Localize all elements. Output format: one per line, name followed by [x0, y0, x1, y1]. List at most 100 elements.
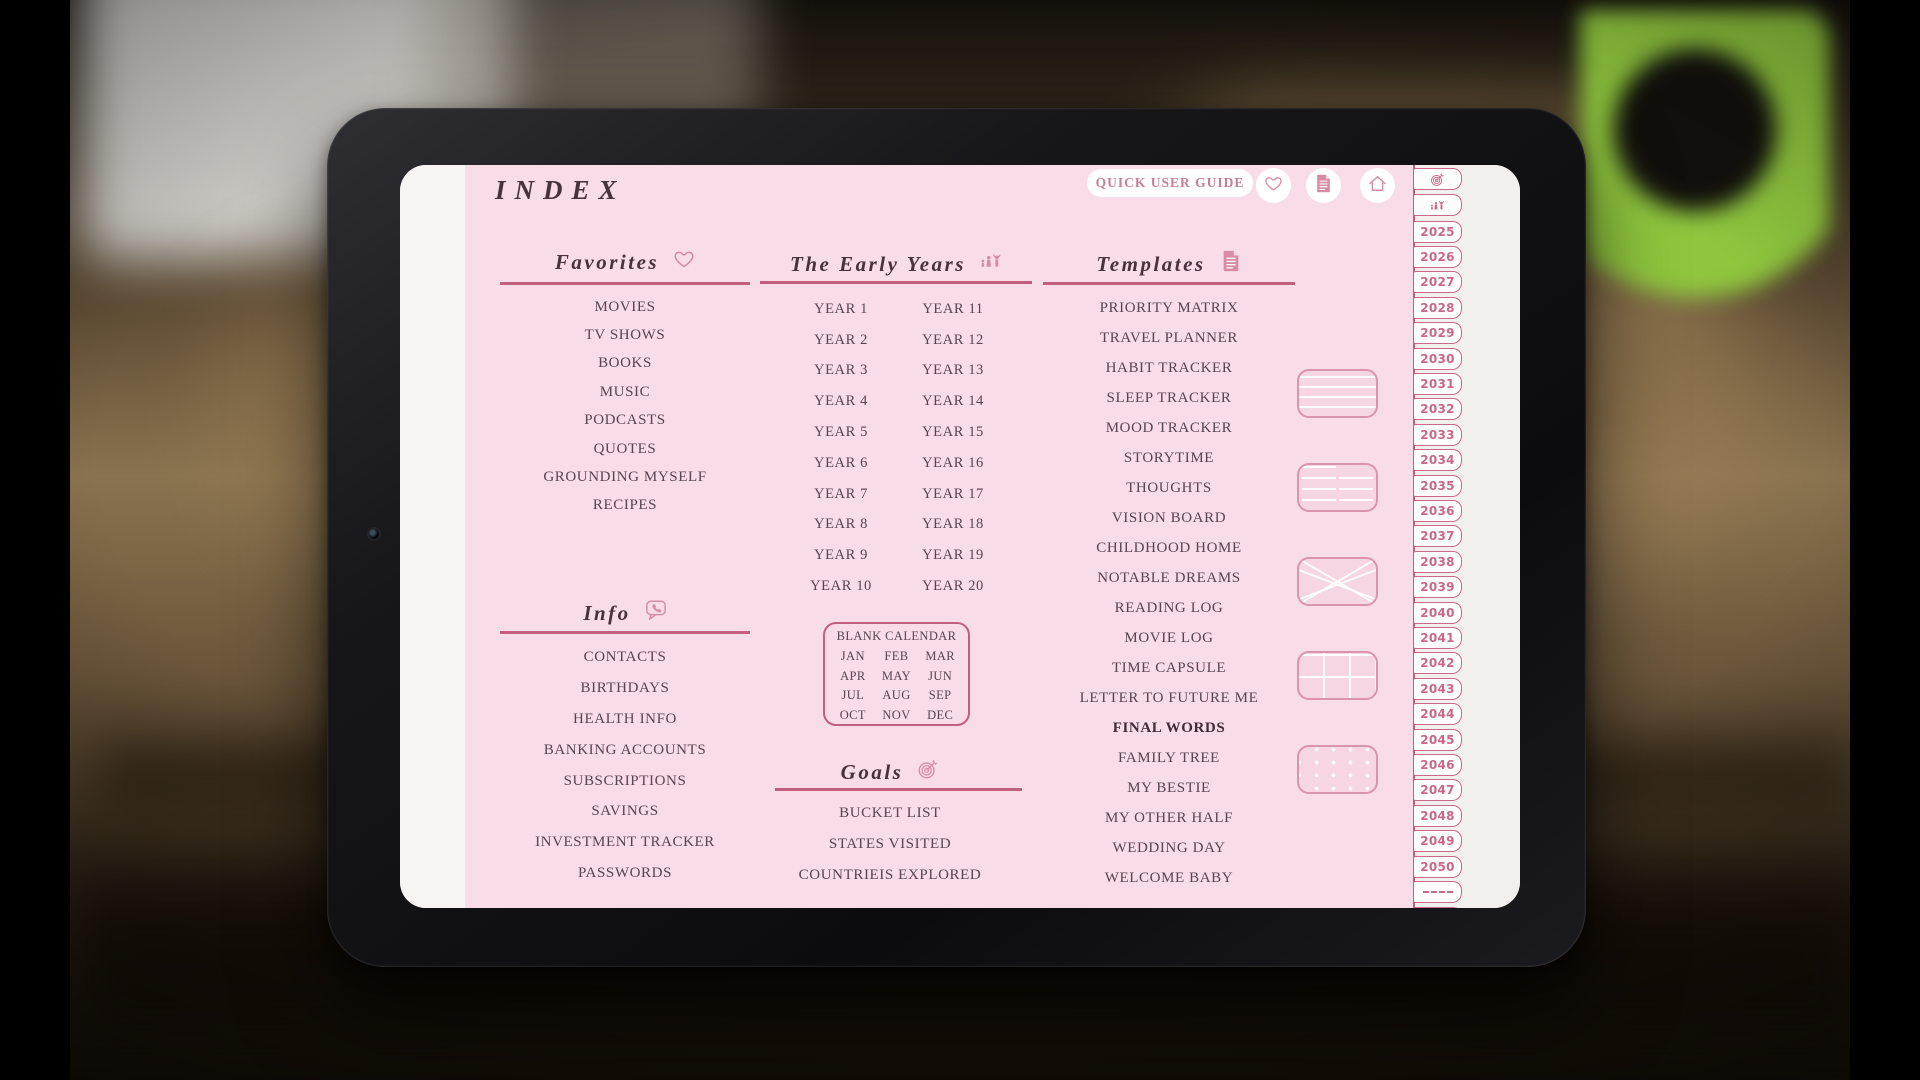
template-thumbnail-triangles[interactable] — [1297, 557, 1378, 606]
year-link[interactable]: YEAR 8 — [814, 516, 868, 533]
tab-year-2034[interactable]: 2034 — [1414, 449, 1462, 472]
month-link[interactable]: NOV — [882, 707, 911, 722]
tab-year-2025[interactable]: 2025 — [1414, 220, 1462, 243]
template-link[interactable]: TRAVEL PLANNER — [1100, 329, 1238, 346]
tab-year-2043[interactable]: 2043 — [1414, 677, 1462, 700]
template-link[interactable]: MOOD TRACKER — [1105, 419, 1233, 436]
tab-year-2037[interactable]: 2037 — [1414, 525, 1462, 548]
favorites-link[interactable]: GROUNDING MYSELF — [543, 469, 707, 486]
tab-year-2028[interactable]: 2028 — [1414, 296, 1462, 319]
year-link[interactable]: YEAR 11 — [922, 300, 984, 317]
tab-year-2045[interactable]: 2045 — [1414, 728, 1462, 751]
info-link[interactable]: HEALTH INFO — [573, 710, 677, 727]
favorites-button[interactable] — [1256, 168, 1291, 203]
favorites-link[interactable]: RECIPES — [592, 497, 658, 514]
year-link[interactable]: YEAR 13 — [922, 362, 984, 379]
tab-year-2050[interactable]: 2050 — [1414, 855, 1462, 878]
year-link[interactable]: YEAR 4 — [814, 393, 868, 410]
tab-partial[interactable] — [1414, 906, 1462, 908]
month-link[interactable]: MAY — [881, 668, 912, 683]
month-link[interactable]: APR — [840, 668, 866, 683]
template-link[interactable]: WELCOME BABY — [1104, 869, 1234, 886]
template-link[interactable]: FAMILY TREE — [1118, 749, 1220, 766]
tab-year-2038[interactable]: 2038 — [1414, 550, 1462, 573]
goals-link[interactable]: STATES VISITED — [828, 836, 952, 852]
year-link[interactable]: YEAR 16 — [922, 454, 984, 471]
favorites-link[interactable]: MOVIES — [594, 298, 656, 315]
year-link[interactable]: YEAR 15 — [922, 424, 984, 441]
tab-year-2026[interactable]: 2026 — [1414, 245, 1462, 268]
month-link[interactable]: JUN — [928, 668, 953, 683]
tab-year-2030[interactable]: 2030 — [1414, 347, 1462, 370]
template-thumbnail-lined[interactable] — [1297, 369, 1378, 418]
template-link[interactable]: MY BESTIE — [1127, 779, 1211, 796]
template-link[interactable]: MY OTHER HALF — [1104, 809, 1234, 826]
goals-link[interactable]: COUNTRIEIS EXPLORED — [798, 867, 982, 883]
month-link[interactable]: AUG — [882, 688, 911, 703]
info-link[interactable]: BIRTHDAYS — [580, 679, 670, 696]
year-link[interactable]: YEAR 17 — [922, 485, 984, 502]
template-link[interactable]: LETTER TO FUTURE ME — [1079, 689, 1259, 706]
month-link[interactable]: JUL — [841, 688, 865, 703]
template-link[interactable]: VISION BOARD — [1111, 509, 1227, 526]
template-link[interactable]: MOVIE LOG — [1124, 629, 1214, 646]
tab-year-2047[interactable]: 2047 — [1414, 779, 1462, 802]
info-link[interactable]: INVESTMENT TRACKER — [535, 834, 715, 851]
tab-year-2040[interactable]: 2040 — [1414, 601, 1462, 624]
tab-year-2042[interactable]: 2042 — [1414, 652, 1462, 675]
notes-button[interactable] — [1306, 168, 1341, 203]
template-thumbnail-two-column[interactable] — [1297, 463, 1378, 512]
template-link[interactable]: SLEEP TRACKER — [1106, 389, 1232, 406]
tab-goals[interactable] — [1414, 168, 1462, 190]
tab-year-2027[interactable]: 2027 — [1414, 271, 1462, 294]
info-link[interactable]: PASSWORDS — [577, 865, 673, 882]
year-link[interactable]: YEAR 14 — [922, 393, 984, 410]
info-link[interactable]: BANKING ACCOUNTS — [543, 741, 707, 758]
year-link[interactable]: YEAR 3 — [814, 362, 868, 379]
month-link[interactable]: OCT — [839, 707, 866, 722]
goals-link[interactable]: BUCKET LIST — [839, 805, 941, 821]
year-link[interactable]: YEAR 9 — [814, 547, 868, 564]
tab-year-2046[interactable]: 2046 — [1414, 753, 1462, 776]
tab-year-2032[interactable]: 2032 — [1414, 398, 1462, 421]
template-link[interactable]: CHILDHOOD HOME — [1096, 539, 1242, 556]
tab-year-2029[interactable]: 2029 — [1414, 322, 1462, 345]
tab-year-2048[interactable]: 2048 — [1414, 804, 1462, 827]
info-link[interactable]: SUBSCRIPTIONS — [563, 772, 687, 789]
year-link[interactable]: YEAR 6 — [814, 454, 868, 471]
template-link[interactable]: PRIORITY MATRIX — [1099, 299, 1239, 316]
year-link[interactable]: YEAR 10 — [810, 578, 872, 595]
year-link[interactable]: YEAR 20 — [922, 578, 984, 595]
year-link[interactable]: YEAR 1 — [814, 300, 868, 317]
favorites-link[interactable]: MUSIC — [599, 383, 651, 400]
template-link[interactable]: THOUGHTS — [1126, 479, 1212, 496]
template-link[interactable]: WEDDING DAY — [1112, 839, 1226, 856]
quick-user-guide-button[interactable]: QUICK USER GUIDE — [1087, 169, 1253, 197]
tab-year-2031[interactable]: 2031 — [1414, 372, 1462, 395]
tab-year-2049[interactable]: 2049 — [1414, 830, 1462, 853]
year-link[interactable]: YEAR 7 — [814, 485, 868, 502]
year-link[interactable]: YEAR 12 — [922, 331, 984, 348]
favorites-link[interactable]: QUOTES — [593, 440, 657, 457]
month-link[interactable]: MAR — [925, 649, 955, 664]
template-link[interactable]: STORYTIME — [1123, 449, 1215, 466]
template-thumbnail-dotted[interactable] — [1297, 745, 1378, 794]
year-link[interactable]: YEAR 18 — [922, 516, 984, 533]
info-link[interactable]: CONTACTS — [583, 648, 667, 665]
template-link[interactable]: FINAL WORDS — [1112, 719, 1226, 736]
home-button[interactable] — [1360, 168, 1395, 203]
month-link[interactable]: DEC — [927, 707, 954, 722]
tab-year-2033[interactable]: 2033 — [1414, 423, 1462, 446]
template-link[interactable]: READING LOG — [1114, 599, 1224, 616]
tab-early-years[interactable] — [1414, 194, 1462, 216]
tab-year-2035[interactable]: 2035 — [1414, 474, 1462, 497]
tab-year-2039[interactable]: 2039 — [1414, 576, 1462, 599]
tab-year-2041[interactable]: 2041 — [1414, 626, 1462, 649]
month-link[interactable]: SEP — [928, 688, 952, 703]
year-link[interactable]: YEAR 19 — [922, 547, 984, 564]
tab-year-2036[interactable]: 2036 — [1414, 499, 1462, 522]
year-link[interactable]: YEAR 5 — [814, 424, 868, 441]
info-link[interactable]: SAVINGS — [591, 803, 659, 820]
template-link[interactable]: NOTABLE DREAMS — [1097, 569, 1241, 586]
tab-year-2044[interactable]: 2044 — [1414, 703, 1462, 726]
